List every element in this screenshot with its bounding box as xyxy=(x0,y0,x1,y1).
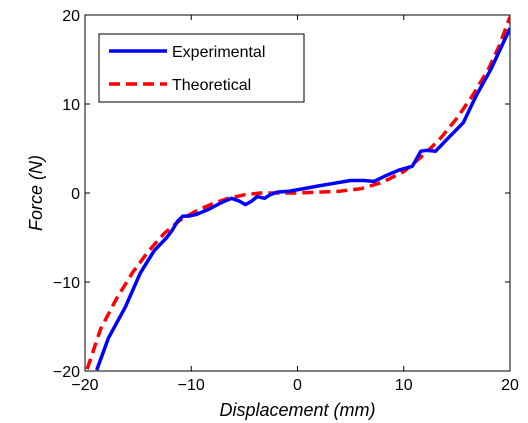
series-layer xyxy=(85,16,510,371)
y-tick-label: 20 xyxy=(62,8,80,25)
y-tick-label: 0 xyxy=(71,186,80,203)
legend: Experimental Theoretical xyxy=(98,33,305,103)
x-tick-label: 0 xyxy=(293,377,302,394)
legend-box xyxy=(98,33,305,103)
x-tick-label: −10 xyxy=(178,377,205,394)
legend-label-theoretical: Theoretical xyxy=(172,77,251,94)
series-line-theoretical xyxy=(85,16,510,370)
y-axis-label: Force (N) xyxy=(26,155,46,231)
x-tick-label: −20 xyxy=(71,377,98,394)
axis-ticks: −20 −10 0 10 20 −20 −10 0 10 20 xyxy=(53,8,519,394)
legend-label-experimental: Experimental xyxy=(172,44,265,61)
x-axis-label: Displacement (mm) xyxy=(219,400,375,420)
y-tick-label: −20 xyxy=(53,364,80,381)
y-tick-label: 10 xyxy=(62,97,80,114)
x-tick-label: 10 xyxy=(395,377,413,394)
y-tick-label: −10 xyxy=(53,275,80,292)
x-tick-label: 20 xyxy=(501,377,519,394)
series-line-experimental xyxy=(95,27,510,371)
